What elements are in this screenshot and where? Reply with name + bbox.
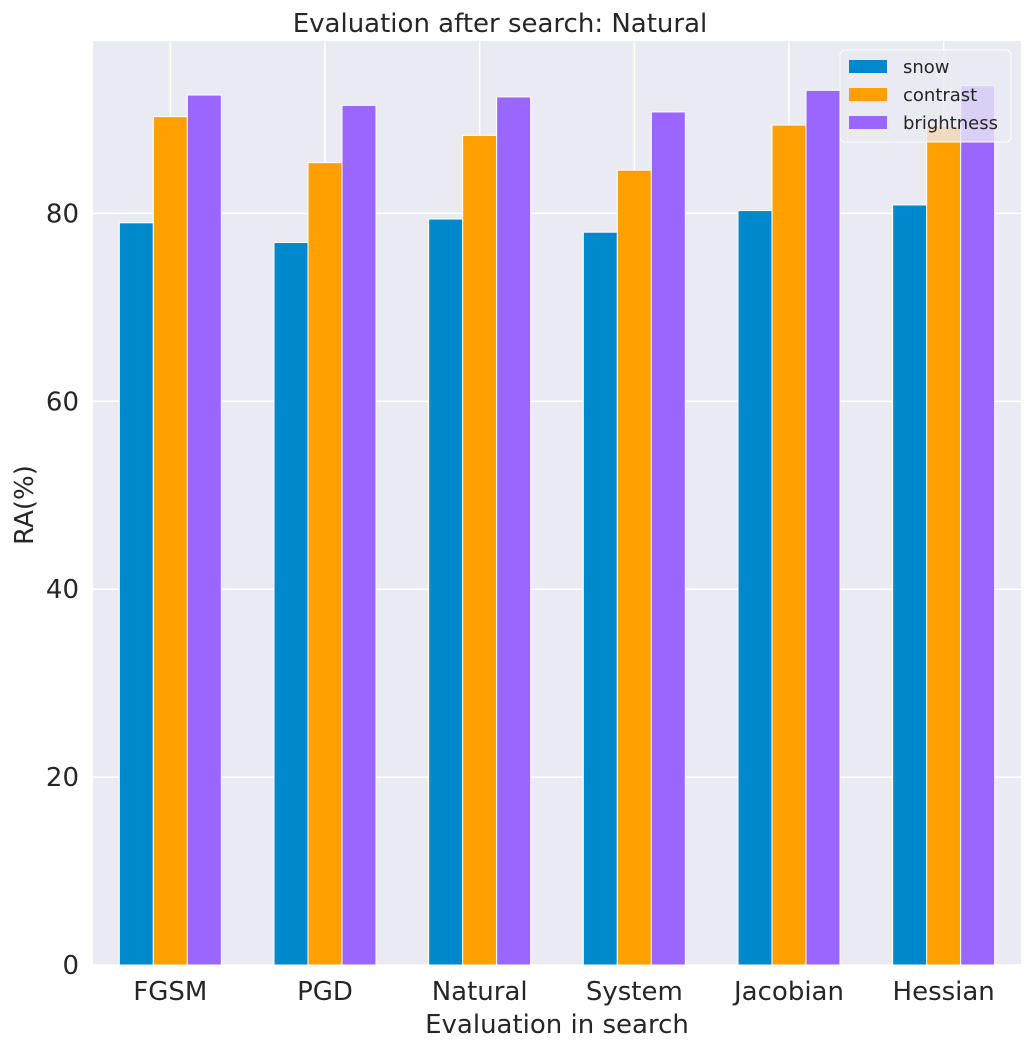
y-axis-ticks: 0 20 40 60 80: [46, 199, 79, 981]
y-tick-label-40: 40: [46, 575, 79, 605]
x-tick-label-fgsm: FGSM: [133, 977, 207, 1007]
bar-snow-pgd: [273, 242, 309, 966]
x-tick-label-system: System: [586, 977, 683, 1007]
bar-brightness-fgsm: [186, 94, 222, 966]
y-tick-label-60: 60: [46, 387, 79, 417]
x-tick-label-pgd: PGD: [297, 977, 353, 1007]
y-tick-label-20: 20: [46, 763, 79, 793]
bar-brightness-hessian: [960, 85, 996, 966]
bar-contrast-hessian: [926, 125, 962, 966]
legend-label-contrast: contrast: [903, 85, 977, 106]
legend-label-snow: snow: [903, 57, 950, 78]
y-tick-label-80: 80: [46, 199, 79, 229]
legend-swatch-snow: [849, 60, 887, 73]
bar-brightness-pgd: [341, 104, 377, 966]
bar-snow-fgsm: [118, 222, 154, 966]
bar-brightness-jacobian: [805, 89, 841, 966]
legend-swatch-contrast: [849, 88, 887, 101]
legend-swatch-brightness: [849, 116, 887, 129]
bar-contrast-pgd: [307, 162, 343, 966]
bar-brightness-system: [650, 111, 686, 966]
bars: [118, 85, 996, 966]
bar-contrast-natural: [462, 134, 498, 966]
bar-contrast-fgsm: [152, 116, 188, 966]
legend-label-brightness: brightness: [903, 113, 998, 134]
plot-area: [93, 41, 1021, 965]
bar-contrast-jacobian: [771, 124, 807, 966]
bar-snow-jacobian: [737, 210, 773, 966]
chart-title: Evaluation after search: Natural: [293, 9, 708, 39]
bar-contrast-system: [616, 169, 652, 966]
x-axis-ticks: FGSM PGD Natural System Jacobian Hessian: [133, 977, 994, 1007]
bar-snow-system: [582, 231, 618, 966]
y-tick-label-0: 0: [62, 951, 79, 981]
bar-snow-natural: [428, 218, 464, 966]
x-tick-label-hessian: Hessian: [893, 977, 995, 1007]
bar-snow-hessian: [892, 204, 928, 966]
legend: snow contrast brightness: [839, 49, 1012, 143]
x-axis-label: Evaluation in search: [425, 1010, 689, 1040]
x-tick-label-natural: Natural: [432, 977, 528, 1007]
x-tick-label-jacobian: Jacobian: [732, 977, 844, 1007]
bar-brightness-natural: [496, 96, 532, 966]
y-axis-label: RA(%): [10, 465, 40, 545]
